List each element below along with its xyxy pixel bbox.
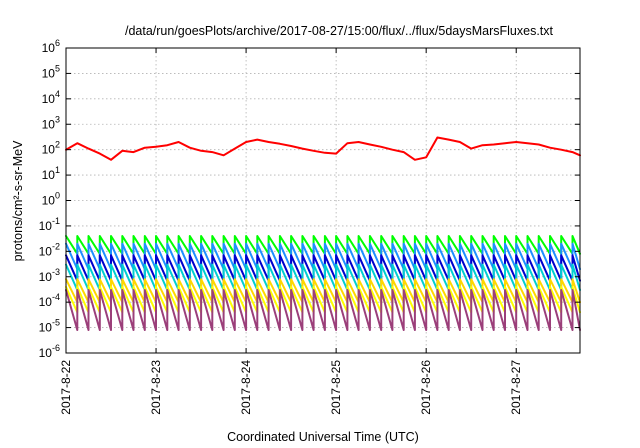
y-tick-label: 10-5 <box>39 318 60 335</box>
ticks: 106 105 104 103 102 101 100 10-1 10-2 10-3 10-4 10-… <box>39 38 580 415</box>
series-line <box>65 235 581 255</box>
series-line <box>65 242 581 271</box>
x-tick-label: 2017-8-24 <box>239 360 253 415</box>
x-tick-label: 2017-8-23 <box>149 360 163 415</box>
y-tick-label: 10-6 <box>39 343 60 360</box>
y-tick-label: 106 <box>42 38 60 55</box>
y-tick-label: 10-2 <box>39 241 60 258</box>
chart-title: /data/run/goesPlots/archive/2017-08-27/1… <box>125 24 554 38</box>
y-tick-label: 102 <box>42 140 60 157</box>
x-tick-label: 2017-8-26 <box>419 360 433 415</box>
y-tick-label: 105 <box>42 63 60 80</box>
y-tick-label: 10-4 <box>39 292 60 309</box>
x-tick-label: 2017-8-22 <box>59 360 73 415</box>
series-line <box>65 254 581 282</box>
x-tick-label: 2017-8-25 <box>329 360 343 415</box>
y-tick-label: 10-1 <box>39 216 60 233</box>
y-tick-label: 103 <box>42 114 60 131</box>
y-tick-label: 100 <box>42 191 60 208</box>
y-tick-label: 101 <box>42 165 60 182</box>
y-tick-label: 104 <box>42 89 60 106</box>
y-tick-label: 10-3 <box>39 267 60 284</box>
x-tick-label: 2017-8-27 <box>509 360 523 415</box>
series-line <box>65 136 581 161</box>
series-layer <box>65 136 581 331</box>
y-axis-label: protons/cm²-s-sr-MeV <box>11 140 25 262</box>
x-axis-label: Coordinated Universal Time (UTC) <box>227 430 419 444</box>
series-line <box>65 289 581 331</box>
series-line <box>65 278 581 304</box>
